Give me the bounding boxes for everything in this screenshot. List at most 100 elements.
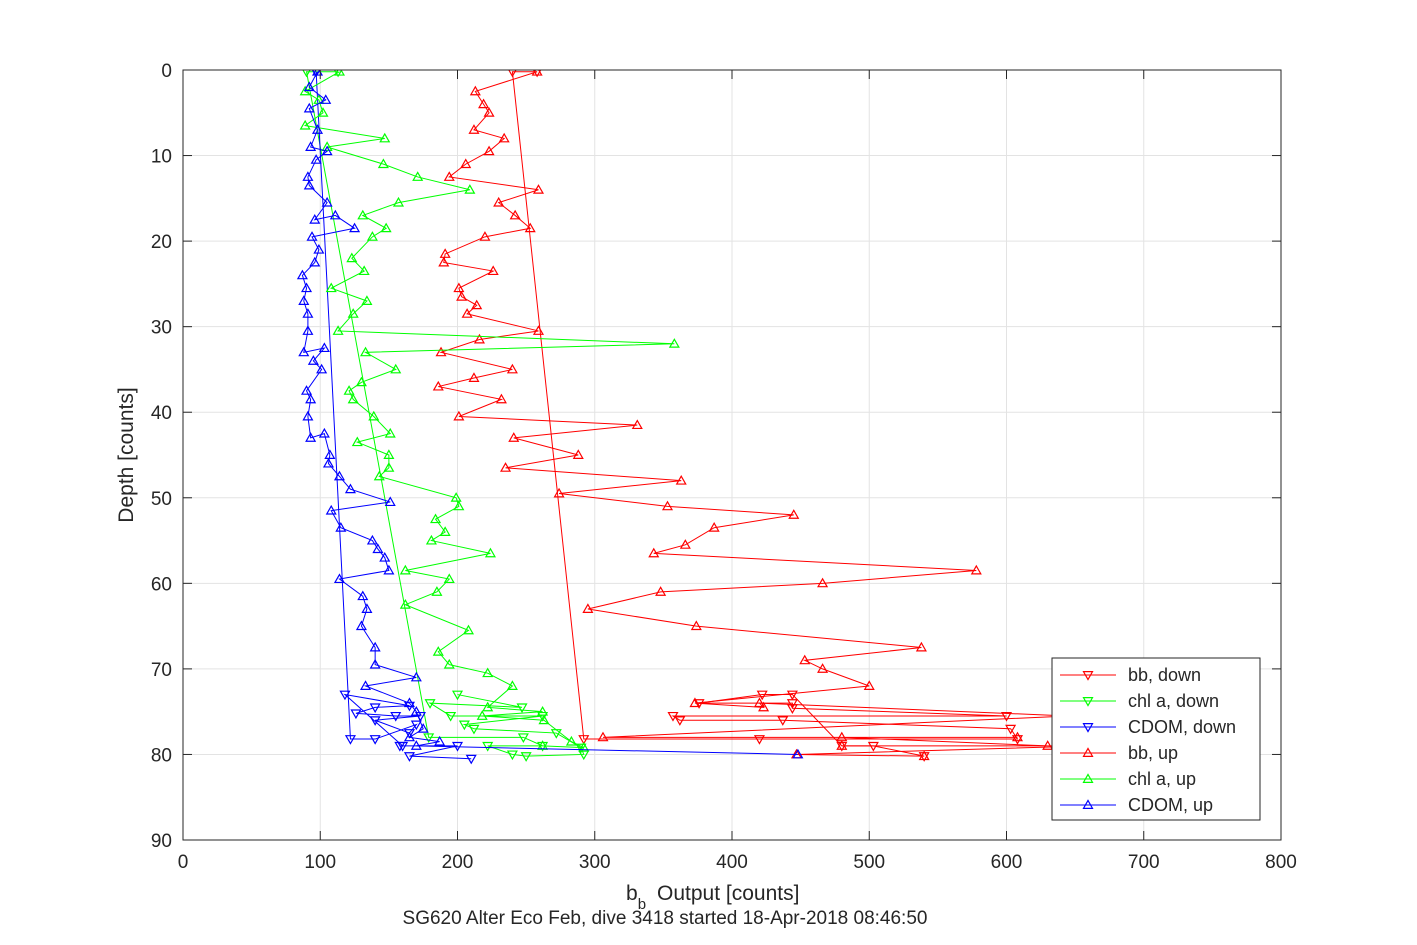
- data-point-chl-a-up: [506, 680, 518, 690]
- data-point-cdom-up: [302, 410, 314, 421]
- data-point-bb-up: [532, 325, 545, 335]
- data-point-bb-up: [500, 462, 512, 472]
- legend-label: chl a, down: [1128, 691, 1219, 711]
- axis-ticks: 0 100 200 300 400 500 600 700 800 0 10 20 30 40 50 60 70…: [151, 61, 1297, 873]
- data-point-chl-a-up: [668, 338, 680, 348]
- data-point-chl-a-up: [390, 363, 402, 374]
- x-tick-label: 400: [716, 852, 748, 873]
- legend-label: chl a, up: [1128, 769, 1196, 789]
- data-point-bb-up: [836, 740, 848, 750]
- data-point-cdom-up: [305, 393, 317, 404]
- data-point-bb-up: [631, 419, 643, 430]
- data-point-cdom-up: [310, 154, 322, 164]
- y-tick-label: 90: [151, 831, 172, 852]
- legend-swatch-marker: [1082, 671, 1094, 681]
- data-point-chl-a-up: [377, 158, 389, 169]
- data-point-chl-a-up: [453, 500, 465, 511]
- x-tick-label: 300: [579, 852, 611, 873]
- data-point-bb-down: [1005, 724, 1017, 735]
- y-tick-label: 10: [151, 147, 172, 168]
- data-point-chl-a-up: [537, 740, 549, 750]
- data-point-chl-a-down: [451, 690, 464, 701]
- data-point-bb-up: [453, 282, 465, 293]
- data-point-chl-a-up: [432, 646, 444, 656]
- data-point-chl-a-up: [333, 70, 345, 76]
- y-tick-label: 20: [151, 232, 172, 253]
- series-line-bb-down: [511, 71, 1019, 757]
- data-point-cdom-up: [318, 342, 330, 353]
- data-point-cdom-up: [403, 731, 415, 742]
- data-point-cdom-up: [298, 295, 310, 305]
- data-point-bb-down: [508, 70, 517, 78]
- data-point-chl-a-down: [517, 733, 529, 744]
- data-point-chl-a-up: [537, 705, 549, 716]
- data-point-chl-a-up: [361, 295, 373, 305]
- x-axis-label-main: b: [626, 882, 638, 905]
- data-point-bb-up: [479, 231, 491, 241]
- legend-swatch-marker: [1082, 773, 1094, 783]
- data-point-cdom-up: [325, 504, 337, 515]
- data-point-bb-up: [495, 393, 507, 404]
- data-point-cdom-down: [369, 735, 381, 745]
- data-point-chl-a-up: [355, 376, 367, 387]
- data-point-chl-a-up: [443, 573, 455, 584]
- data-point-bb-up: [679, 539, 691, 549]
- data-point-cdom-up: [318, 427, 330, 438]
- data-point-bb-up: [572, 449, 584, 459]
- y-tick-label: 70: [151, 660, 172, 681]
- data-point-cdom-down: [369, 703, 381, 714]
- data-point-bb-down: [1000, 711, 1013, 722]
- data-point-cdom-up: [410, 740, 422, 750]
- data-point-cdom-up: [369, 658, 381, 669]
- data-point-chl-a-up: [343, 385, 355, 395]
- y-tick-label: 80: [151, 745, 172, 766]
- data-point-cdom-down: [339, 690, 351, 701]
- legend-box: [1051, 657, 1261, 821]
- data-point-bb-down: [753, 735, 765, 745]
- data-point-chl-a-up: [321, 141, 333, 151]
- y-axis-label: Depth [counts]: [115, 387, 138, 522]
- data-point-bb-up: [553, 487, 565, 498]
- data-point-chl-a-down: [506, 750, 518, 761]
- x-axis-label: bb Output [counts]: [626, 882, 799, 913]
- data-point-bb-up: [661, 500, 674, 511]
- data-point-chl-a-up: [482, 667, 494, 678]
- data-point-cdom-down: [344, 735, 356, 745]
- data-point-chl-a-up: [439, 526, 451, 536]
- data-point-cdom-up: [361, 603, 373, 613]
- data-point-chl-a-down: [424, 699, 436, 709]
- data-point-cdom-up: [303, 179, 315, 190]
- data-point-cdom-up: [329, 209, 341, 220]
- data-point-chl-a-down: [468, 724, 480, 735]
- data-point-bb-up: [443, 171, 455, 181]
- data-point-chl-a-up: [412, 171, 424, 181]
- data-point-bb-up: [435, 346, 447, 357]
- data-point-bb-down: [578, 735, 590, 745]
- data-point-cdom-down: [350, 709, 362, 720]
- data-point-cdom-up: [383, 564, 395, 575]
- data-point-bb-up: [648, 547, 660, 558]
- data-point-cdom-down: [394, 741, 406, 752]
- data-point-cdom-up: [302, 171, 314, 181]
- data-point-chl-a-down: [423, 733, 435, 744]
- data-point-cdom-up: [303, 102, 315, 113]
- data-point-bb-up: [918, 750, 930, 761]
- data-point-cdom-up: [305, 141, 317, 151]
- data-point-cdom-up: [321, 145, 333, 156]
- data-point-chl-a-up: [325, 282, 337, 293]
- data-point-chl-a-up: [366, 231, 378, 241]
- data-point-bb-up: [469, 85, 481, 96]
- data-point-cdom-up: [306, 231, 318, 241]
- x-tick-label: 700: [1128, 852, 1160, 873]
- data-point-bb-up: [461, 308, 473, 318]
- series-bb-up: [432, 70, 1095, 761]
- data-point-chl-a-up: [347, 308, 359, 318]
- data-point-chl-a-down: [458, 720, 470, 731]
- data-point-bb-down: [867, 741, 879, 752]
- legend-label: bb, down: [1128, 665, 1201, 685]
- data-point-bb-up: [483, 145, 495, 156]
- data-point-cdom-up: [313, 243, 325, 254]
- data-point-cdom-up: [410, 705, 422, 716]
- data-point-cdom-up: [366, 534, 378, 545]
